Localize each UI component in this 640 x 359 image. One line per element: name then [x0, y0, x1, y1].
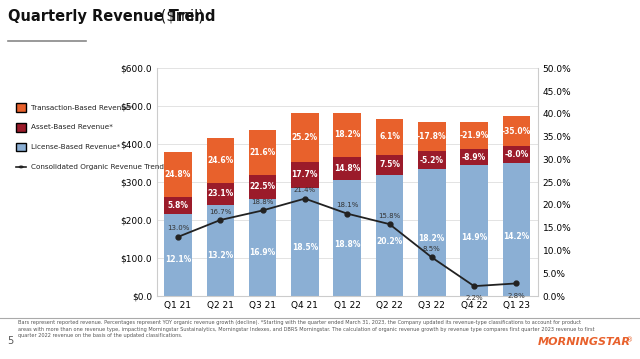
Bar: [376, 119, 403, 155]
Text: 18.8%: 18.8%: [334, 239, 360, 248]
Text: ®: ®: [626, 337, 633, 344]
Bar: [418, 169, 445, 296]
Text: 18.1%: 18.1%: [336, 202, 358, 208]
Bar: [460, 165, 488, 296]
Text: 2.8%: 2.8%: [508, 293, 525, 299]
Bar: [502, 146, 530, 163]
Text: -5.2%: -5.2%: [420, 156, 444, 165]
Text: 13.2%: 13.2%: [207, 251, 234, 260]
Text: 17.7%: 17.7%: [292, 171, 318, 180]
Bar: [291, 162, 319, 188]
Bar: [502, 163, 530, 296]
Bar: [502, 116, 530, 146]
Text: 20.2%: 20.2%: [376, 237, 403, 246]
Text: ($mil): ($mil): [156, 9, 204, 24]
Bar: [418, 151, 445, 169]
Text: 8.5%: 8.5%: [423, 246, 441, 252]
Bar: [164, 152, 192, 197]
Bar: [333, 157, 361, 180]
Text: -21.9%: -21.9%: [460, 131, 489, 140]
Text: 13.0%: 13.0%: [167, 225, 189, 232]
Text: 7.5%: 7.5%: [379, 160, 400, 169]
Text: 18.8%: 18.8%: [252, 199, 274, 205]
Bar: [249, 199, 276, 296]
Bar: [376, 155, 403, 174]
Bar: [376, 174, 403, 296]
Text: 16.7%: 16.7%: [209, 209, 232, 215]
Text: Consolidated Organic Revenue Trend: Consolidated Organic Revenue Trend: [31, 164, 164, 170]
Text: -8.9%: -8.9%: [462, 153, 486, 162]
Bar: [291, 113, 319, 162]
Text: Bars represent reported revenue. Percentages represent YOY organic revenue growt: Bars represent reported revenue. Percent…: [18, 320, 595, 339]
Text: 12.1%: 12.1%: [165, 255, 191, 264]
Text: 6.1%: 6.1%: [379, 132, 400, 141]
Bar: [249, 130, 276, 174]
Bar: [460, 149, 488, 165]
Text: Transaction-Based Revenue*: Transaction-Based Revenue*: [31, 105, 134, 111]
Text: Asset-Based Revenue*: Asset-Based Revenue*: [31, 125, 113, 130]
Bar: [207, 138, 234, 183]
Text: 5.8%: 5.8%: [168, 201, 188, 210]
Text: Quarterly Revenue Trend: Quarterly Revenue Trend: [8, 9, 215, 24]
Text: -17.8%: -17.8%: [417, 132, 447, 141]
Text: -8.0%: -8.0%: [504, 150, 529, 159]
Bar: [207, 205, 234, 296]
Text: 23.1%: 23.1%: [207, 190, 234, 199]
Bar: [333, 180, 361, 296]
Bar: [418, 122, 445, 151]
Text: 22.5%: 22.5%: [250, 182, 276, 191]
Bar: [333, 113, 361, 157]
Text: 18.5%: 18.5%: [292, 243, 318, 252]
Text: 14.9%: 14.9%: [461, 233, 487, 242]
Text: 15.8%: 15.8%: [378, 213, 401, 219]
Text: 5: 5: [8, 336, 14, 346]
Text: 24.8%: 24.8%: [164, 170, 191, 179]
Text: 2.2%: 2.2%: [465, 295, 483, 301]
Text: 14.2%: 14.2%: [503, 232, 529, 241]
Bar: [164, 214, 192, 296]
Bar: [207, 183, 234, 205]
Text: 14.8%: 14.8%: [334, 164, 360, 173]
Text: MORNINGSTAR: MORNINGSTAR: [538, 337, 630, 348]
Bar: [291, 188, 319, 296]
Bar: [249, 174, 276, 199]
Text: 16.9%: 16.9%: [250, 248, 276, 257]
Bar: [164, 197, 192, 214]
Text: License-Based Revenue*: License-Based Revenue*: [31, 144, 120, 150]
Text: 21.4%: 21.4%: [294, 187, 316, 193]
Text: 25.2%: 25.2%: [292, 133, 318, 142]
Bar: [460, 122, 488, 149]
Text: 21.6%: 21.6%: [250, 148, 276, 157]
Text: -35.0%: -35.0%: [502, 127, 531, 136]
Text: 18.2%: 18.2%: [334, 130, 360, 139]
Text: 18.2%: 18.2%: [419, 234, 445, 243]
Text: 24.6%: 24.6%: [207, 156, 234, 165]
